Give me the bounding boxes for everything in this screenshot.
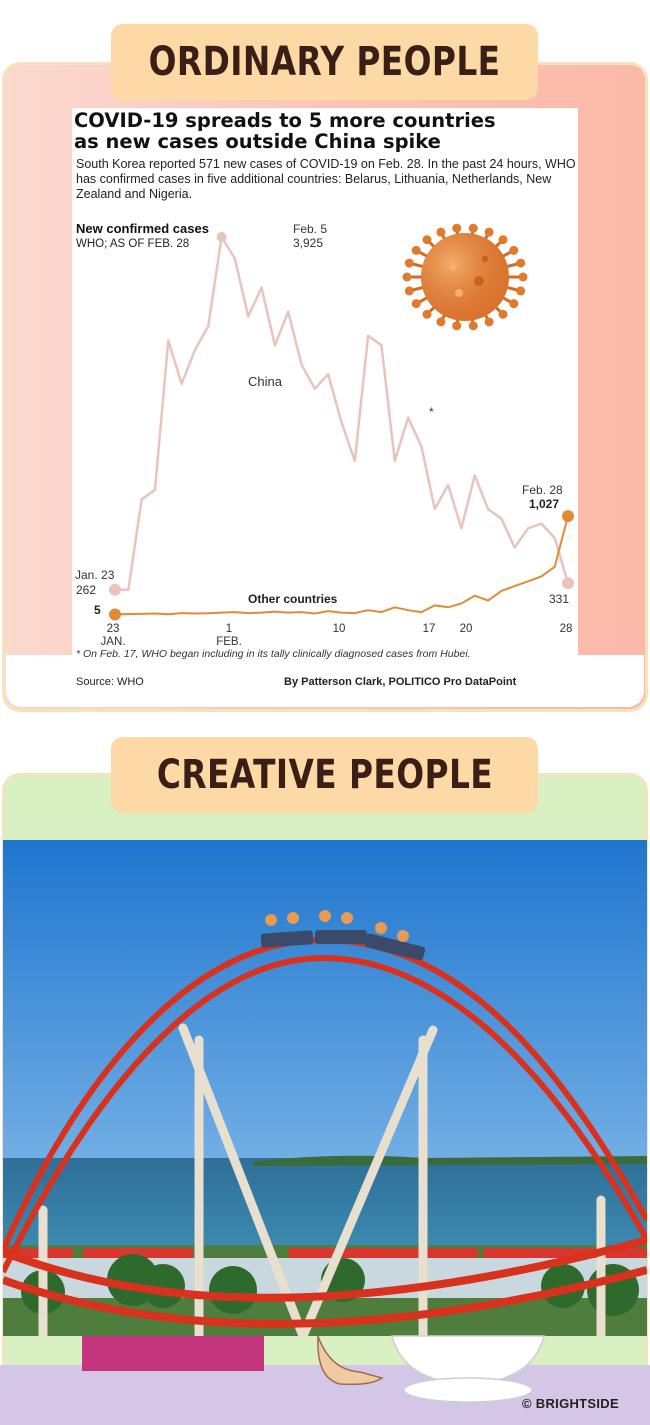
virus-spike-tip xyxy=(411,299,421,309)
virus-spike-tip xyxy=(498,309,508,319)
annot-asterisk: * xyxy=(429,405,434,419)
annot-feb28-value: 1,027 xyxy=(529,497,559,511)
headline-line-1: COVID-19 spreads to 5 more countries xyxy=(74,109,496,132)
virus-spike-tip xyxy=(509,245,519,255)
virus-spike-tip xyxy=(452,223,462,233)
x-tick-sublabel: JAN. xyxy=(101,636,126,648)
x-tick-label: 10 xyxy=(333,623,346,635)
chart-footnote: * On Feb. 17, WHO began including in its… xyxy=(76,648,471,660)
x-tick-label: 17 xyxy=(423,623,436,635)
x-tick-label: 20 xyxy=(460,623,473,635)
point-other-end xyxy=(562,510,574,523)
series-line-china xyxy=(115,235,570,592)
point-china-end xyxy=(562,577,574,590)
article-dek: South Korea reported 571 new cases of CO… xyxy=(76,157,576,201)
chart-byline: By Patterson Clark, POLITICO Pro DataPoi… xyxy=(284,676,517,688)
article-headline: COVID-19 spreads to 5 more countries as … xyxy=(74,110,578,152)
series-line-other-countries xyxy=(114,515,569,616)
chart-card xyxy=(72,108,578,660)
virus-spike-tip xyxy=(404,286,414,296)
chart-card-footer xyxy=(6,655,644,707)
chart-source-line: WHO; AS OF FEB. 28 xyxy=(76,238,190,250)
annot-feb28: Feb. 28 xyxy=(522,483,563,497)
chart-source: Source: WHO xyxy=(76,676,144,688)
series-label-other: Other countries xyxy=(248,592,338,606)
virus-spike-tip xyxy=(422,309,432,319)
virus-icon xyxy=(402,223,528,331)
banner-title-bottom: CREATIVE PEOPLE xyxy=(156,752,493,798)
virus-spike-tip xyxy=(516,258,526,268)
x-tick-label: 28 xyxy=(560,623,573,635)
annot-feb5-value: 3,925 xyxy=(293,236,323,250)
virus-spike-tip xyxy=(516,286,526,296)
virus-spike-tip xyxy=(484,317,494,327)
virus-spike-tip xyxy=(402,272,412,282)
annot-jan23-value: 262 xyxy=(76,583,96,597)
creative-people-banner: CREATIVE PEOPLE xyxy=(111,737,538,813)
annot-china-end: 331 xyxy=(549,592,569,606)
table-surface xyxy=(0,1365,650,1425)
chart-subtitle: New confirmed cases xyxy=(76,221,209,236)
x-tick-label: 1 xyxy=(226,623,232,635)
series-label-china: China xyxy=(248,374,283,389)
virus-spike-tip xyxy=(411,245,421,255)
virus-spike-tip xyxy=(436,317,446,327)
headline-line-2: as new cases outside China spike xyxy=(74,130,441,153)
point-china-peak xyxy=(216,232,227,242)
ordinary-people-banner: ORDINARY PEOPLE xyxy=(111,24,538,100)
x-tick-sublabel: FEB. xyxy=(216,636,242,648)
virus-spike-tip xyxy=(468,223,478,233)
virus-spike-tip xyxy=(452,321,462,331)
virus-spike-tip xyxy=(509,299,519,309)
point-china-start xyxy=(109,583,121,596)
x-tick-label: 23 xyxy=(107,623,120,635)
annot-other-start: 5 xyxy=(94,603,101,617)
roller-coaster-photo xyxy=(3,840,647,1336)
virus-spike-tip xyxy=(498,235,508,245)
brightside-watermark: © BRIGHTSIDE xyxy=(522,1396,619,1411)
virus-spike-tip xyxy=(518,272,528,282)
virus-spike-tip xyxy=(484,227,494,237)
banner-title-top: ORDINARY PEOPLE xyxy=(148,39,501,85)
virus-spike-tip xyxy=(404,258,414,268)
point-other-start xyxy=(109,608,121,621)
virus-spike-tip xyxy=(436,227,446,237)
annot-feb5: Feb. 5 xyxy=(293,222,327,236)
virus-spike-tip xyxy=(422,235,432,245)
virus-spike-tip xyxy=(468,321,478,331)
annot-jan23: Jan. 23 xyxy=(75,568,115,582)
